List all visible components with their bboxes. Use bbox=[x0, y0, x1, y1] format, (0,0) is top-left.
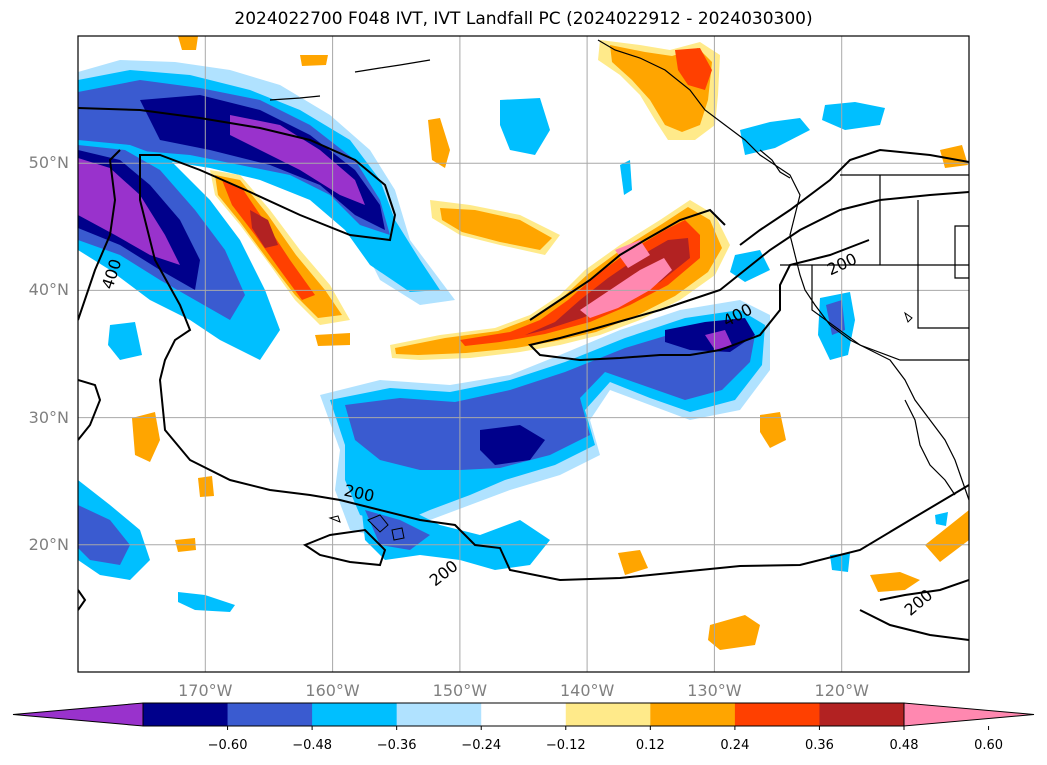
colorbar-segment bbox=[819, 703, 905, 726]
lon-label: 170°W bbox=[178, 681, 233, 700]
colorbar-tick-label: 0.60 bbox=[974, 738, 1004, 753]
map-gridlines bbox=[78, 36, 969, 672]
lon-label: 120°W bbox=[814, 681, 869, 700]
colorbar-tick-label: −0.24 bbox=[461, 738, 502, 753]
lon-label: 130°W bbox=[687, 681, 742, 700]
lon-label: 140°W bbox=[559, 681, 615, 700]
map-frame bbox=[77, 35, 970, 673]
contour-label: 200 bbox=[426, 556, 462, 590]
colorbar-tick-label: −0.36 bbox=[376, 738, 417, 753]
colorbar-segment bbox=[143, 703, 229, 726]
colorbar-segment bbox=[481, 703, 567, 726]
colorbar-tick-label: −0.60 bbox=[207, 738, 248, 753]
ivt-pc-shading bbox=[78, 36, 969, 650]
colorbar-tick-label: −0.12 bbox=[545, 738, 586, 753]
colorbar-tick-label: 0.12 bbox=[635, 738, 665, 753]
lon-label: 150°W bbox=[432, 681, 488, 700]
ivt-contours bbox=[78, 107, 969, 641]
colorbar-tick-label: 0.48 bbox=[889, 738, 919, 753]
lat-label: 40°N bbox=[28, 280, 69, 300]
lat-label: 30°N bbox=[28, 407, 69, 427]
colorbar-tick-label: −0.48 bbox=[292, 738, 333, 753]
colorbar-segment bbox=[227, 703, 313, 726]
colorbar-extend-low bbox=[12, 702, 144, 727]
islands bbox=[328, 311, 913, 541]
lat-label: 50°N bbox=[28, 153, 69, 173]
colorbar-tick-label: 0.24 bbox=[720, 738, 750, 753]
colorbar bbox=[12, 702, 1035, 730]
colorbar-extend-high bbox=[903, 702, 1035, 727]
page-title: 2024022700 F048 IVT, IVT Landfall PC (20… bbox=[234, 9, 813, 29]
coastlines bbox=[269, 39, 969, 501]
colorbar-tick-label: 0.36 bbox=[804, 738, 834, 753]
colorbar-outline bbox=[142, 702, 905, 727]
colorbar-segment bbox=[650, 703, 736, 726]
colorbar-segment bbox=[565, 703, 651, 726]
colorbar-segment bbox=[396, 703, 482, 726]
colorbar-segment bbox=[734, 703, 820, 726]
colorbar-segment bbox=[312, 703, 398, 726]
lat-label: 20°N bbox=[28, 534, 69, 554]
lon-label: 160°W bbox=[305, 681, 360, 700]
